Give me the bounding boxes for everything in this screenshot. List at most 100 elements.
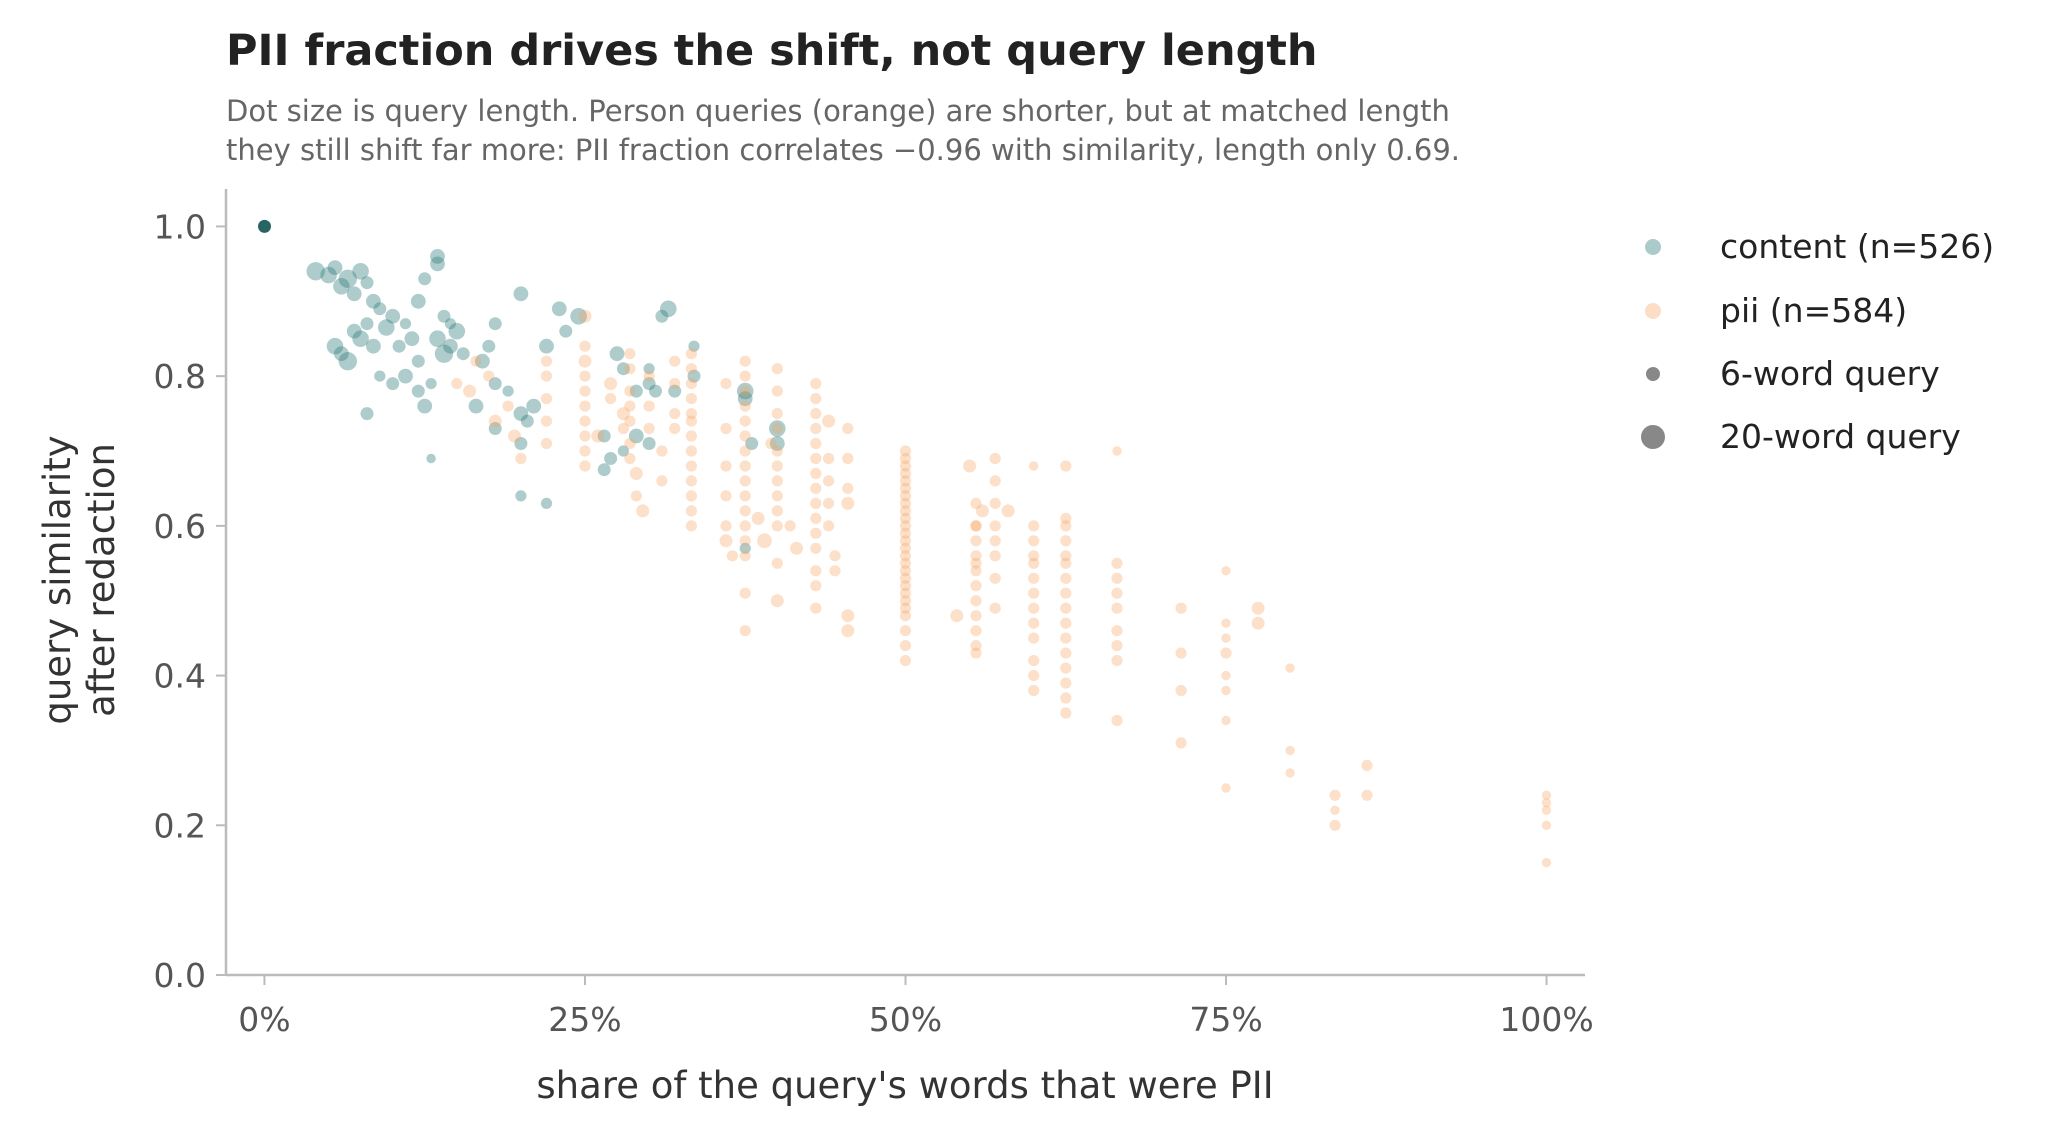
y-axis-title: query similarity after redaction bbox=[36, 435, 123, 724]
content-point bbox=[320, 266, 337, 284]
pii-point bbox=[1221, 685, 1231, 696]
pii-point bbox=[579, 445, 591, 457]
content-point bbox=[514, 437, 528, 450]
content-point bbox=[643, 363, 655, 375]
pii-point bbox=[970, 565, 982, 577]
pii-point bbox=[899, 445, 912, 457]
pii-point bbox=[810, 393, 822, 405]
pii-point bbox=[842, 422, 854, 435]
pii-point bbox=[771, 505, 783, 517]
pii-point bbox=[970, 625, 982, 637]
pii-point bbox=[810, 482, 822, 494]
content-point bbox=[629, 384, 643, 398]
content-point bbox=[570, 308, 587, 325]
pii-point bbox=[1329, 819, 1341, 831]
pii-point bbox=[508, 429, 521, 443]
pii-point bbox=[624, 400, 636, 412]
pii-point bbox=[739, 625, 751, 637]
pii-point bbox=[771, 490, 783, 502]
content-point bbox=[655, 309, 669, 323]
pii-point bbox=[899, 542, 912, 554]
pii-point bbox=[579, 400, 591, 412]
pii-point bbox=[970, 595, 982, 607]
pii-point bbox=[685, 460, 698, 472]
pii-point bbox=[656, 445, 668, 457]
pii-point bbox=[751, 511, 765, 525]
legend-marker-6-word bbox=[1646, 367, 1660, 381]
legend-marker-pii bbox=[1645, 303, 1661, 319]
pii-point bbox=[1028, 587, 1040, 599]
pii-point bbox=[1028, 520, 1040, 532]
pii-point bbox=[685, 475, 698, 487]
pii-point bbox=[720, 378, 732, 390]
pii-point bbox=[656, 475, 668, 487]
content-point bbox=[418, 272, 432, 286]
pii-point bbox=[1111, 655, 1123, 667]
content-point bbox=[488, 377, 502, 391]
pii-point bbox=[841, 609, 855, 623]
pii-point bbox=[739, 587, 751, 599]
pii-point bbox=[1060, 587, 1072, 599]
pii-point bbox=[771, 385, 783, 397]
pii-point bbox=[771, 408, 783, 420]
pii-point bbox=[810, 378, 822, 390]
y-axis-title-line-1: query similarity bbox=[36, 435, 79, 724]
content-point bbox=[366, 293, 381, 309]
pii-point bbox=[757, 533, 772, 549]
pii-point bbox=[579, 460, 591, 472]
pii-point bbox=[643, 400, 655, 412]
pii-point bbox=[1060, 550, 1072, 562]
pii-point bbox=[1060, 535, 1072, 547]
content-point bbox=[597, 463, 611, 477]
legend-label-20-word: 20-word query bbox=[1720, 417, 1961, 456]
pii-point bbox=[624, 437, 636, 450]
pii-point bbox=[739, 520, 751, 532]
pii-point bbox=[739, 475, 751, 487]
pii-point bbox=[685, 415, 698, 427]
pii-point bbox=[989, 475, 1001, 487]
pii-point bbox=[899, 535, 912, 547]
pii-point bbox=[669, 355, 681, 367]
pii-point bbox=[591, 429, 605, 443]
pii-point bbox=[989, 452, 1001, 465]
content-point bbox=[739, 542, 751, 554]
content-point bbox=[642, 437, 656, 450]
pii-point bbox=[739, 505, 751, 517]
content-point bbox=[411, 354, 425, 368]
pii-point bbox=[1541, 805, 1552, 815]
pii-point bbox=[899, 482, 912, 494]
content-point bbox=[338, 269, 357, 288]
pii-point bbox=[771, 475, 783, 487]
pii-point bbox=[685, 348, 698, 360]
pii-point bbox=[970, 557, 982, 569]
pii-point bbox=[841, 624, 855, 638]
content-point bbox=[417, 398, 433, 414]
y-tick-label: 0.4 bbox=[154, 657, 206, 696]
content-point bbox=[411, 384, 425, 398]
pii-point bbox=[970, 497, 982, 509]
chart-subtitle: Dot size is query length. Person queries… bbox=[226, 92, 1460, 170]
content-point bbox=[429, 330, 446, 348]
pii-point bbox=[810, 467, 822, 480]
pii-point bbox=[1251, 601, 1265, 615]
pii-point bbox=[1175, 647, 1187, 659]
content-point bbox=[430, 256, 445, 272]
legend-label-6-word: 6-word query bbox=[1720, 354, 1940, 393]
pii-point bbox=[685, 393, 698, 405]
pii-point bbox=[1175, 602, 1187, 614]
pii-point bbox=[970, 535, 982, 547]
legend-marker-20-word bbox=[1641, 425, 1665, 449]
y-ticks: 0.0 0.2 0.4 0.6 0.8 1.0 bbox=[154, 207, 226, 995]
pii-point bbox=[1541, 858, 1552, 868]
pii-point bbox=[685, 408, 698, 420]
pii-point bbox=[1111, 557, 1123, 569]
content-point bbox=[334, 346, 349, 362]
pii-point bbox=[810, 422, 822, 435]
pii-point bbox=[899, 602, 912, 614]
pii-point bbox=[604, 377, 618, 391]
pii-point bbox=[739, 400, 751, 412]
pii-point bbox=[1028, 557, 1040, 569]
pii-point bbox=[970, 520, 982, 532]
content-point bbox=[559, 324, 573, 338]
pii-point bbox=[899, 490, 912, 502]
